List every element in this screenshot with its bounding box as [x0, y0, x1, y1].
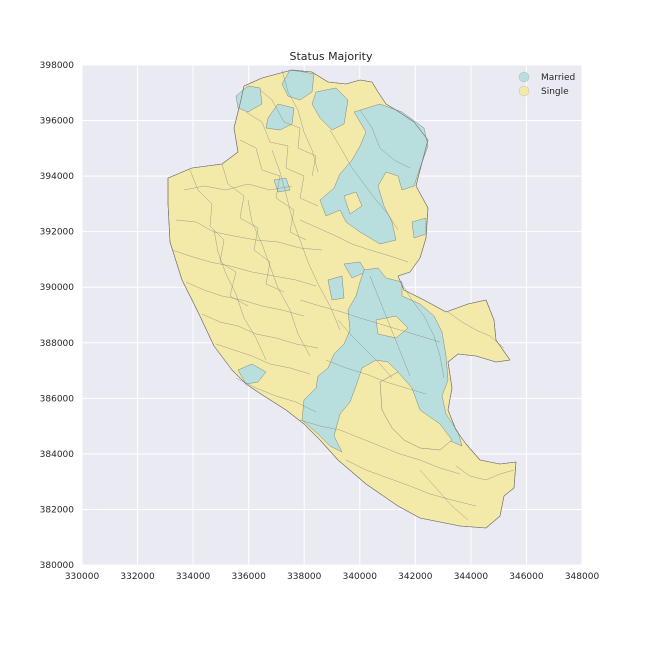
city-border	[167, 69, 517, 529]
plot-area: Married Single	[81, 64, 583, 566]
region-married	[319, 103, 429, 245]
region-married	[327, 275, 345, 301]
x-tick-label: 348000	[565, 572, 600, 582]
x-tick-label: 332000	[120, 572, 155, 582]
y-tick-label: 390000	[40, 283, 75, 293]
x-axis-ticks: 330000 332000 334000 336000 338000 340000 3420…	[65, 572, 600, 582]
legend: Married Single	[518, 71, 575, 97]
x-tick-label: 330000	[65, 572, 100, 582]
region-single	[343, 191, 363, 215]
y-axis-ticks: 398000 396000 394000 392000 390000 388000 3860…	[40, 61, 75, 571]
y-tick-label: 386000	[40, 394, 75, 404]
x-tick-label: 338000	[287, 572, 322, 582]
region-single	[379, 371, 453, 451]
y-tick-label: 380000	[40, 561, 75, 571]
internal-boundaries	[171, 69, 515, 521]
legend-swatch-married	[518, 71, 530, 83]
y-tick-label: 384000	[40, 450, 75, 460]
legend-swatch-single	[518, 85, 530, 97]
region-married	[301, 267, 463, 453]
y-tick-label: 394000	[40, 172, 75, 182]
y-tick-label: 398000	[40, 61, 75, 71]
region-single	[375, 315, 409, 339]
x-tick-label: 336000	[231, 572, 266, 582]
y-tick-label: 396000	[40, 117, 75, 127]
x-tick-label: 346000	[509, 572, 544, 582]
chart-title: Status Majority	[290, 50, 373, 63]
region-married	[237, 363, 267, 385]
legend-label-married: Married	[541, 73, 575, 83]
y-tick-label: 392000	[40, 228, 75, 238]
y-tick-label: 388000	[40, 339, 75, 349]
map-layer	[167, 69, 517, 529]
legend-label-single: Single	[541, 87, 569, 97]
x-tick-label: 342000	[398, 572, 433, 582]
region-married	[311, 87, 349, 131]
x-tick-label: 334000	[176, 572, 211, 582]
x-tick-label: 344000	[454, 572, 489, 582]
y-tick-label: 382000	[40, 505, 75, 515]
region-married	[265, 103, 295, 131]
x-tick-label: 340000	[343, 572, 378, 582]
region-married	[281, 69, 315, 101]
